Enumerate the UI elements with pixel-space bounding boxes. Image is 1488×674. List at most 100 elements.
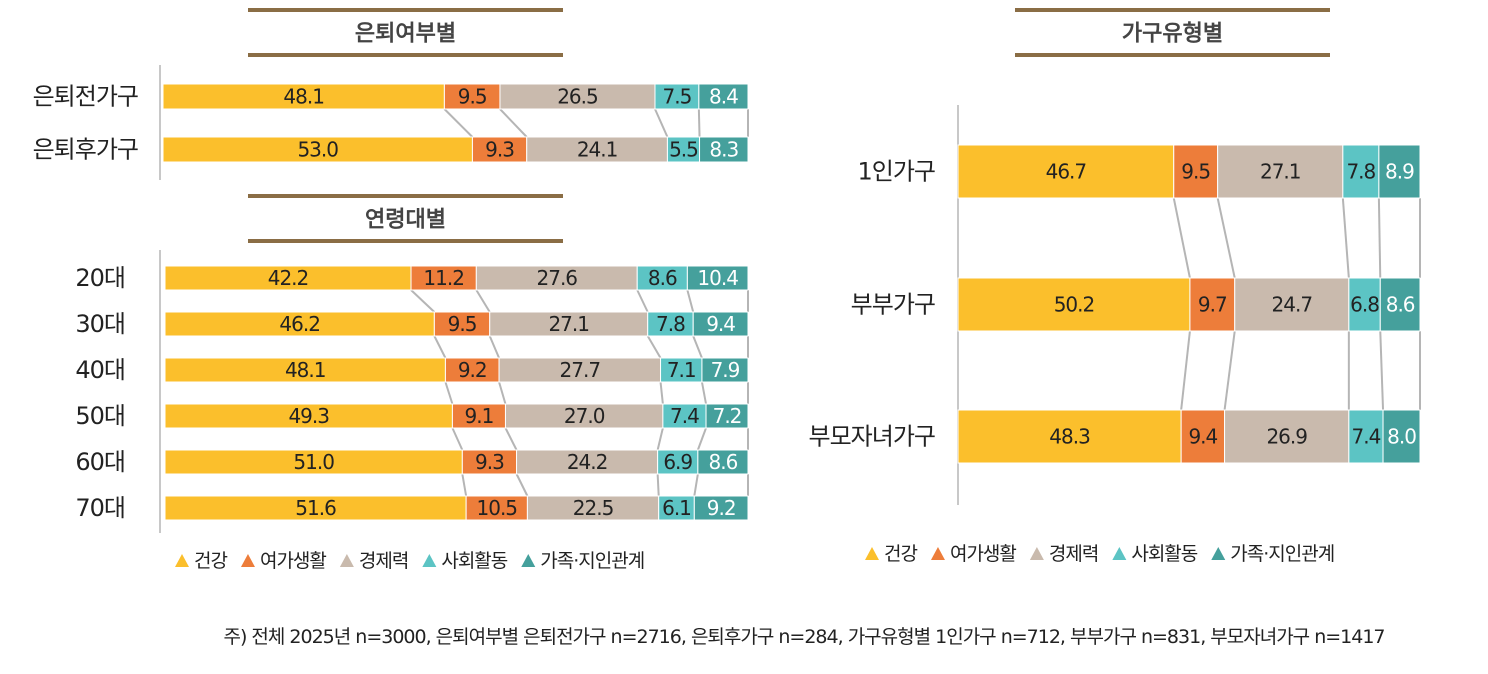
connector-line xyxy=(498,381,507,405)
connector-line xyxy=(475,289,491,313)
bar-segment xyxy=(1342,144,1380,199)
data-label: 24.2 xyxy=(567,450,608,474)
bar-segment xyxy=(164,495,467,521)
data-label: 48.3 xyxy=(1049,425,1090,449)
category-label: 부부가구 xyxy=(851,291,935,319)
data-label: 7.1 xyxy=(667,358,696,382)
connector-line xyxy=(1223,330,1236,411)
bar-segment xyxy=(1379,277,1421,332)
connector-line xyxy=(1379,330,1385,411)
data-label: 8.6 xyxy=(648,266,677,290)
data-label: 42.2 xyxy=(268,266,309,290)
category-label: 60대 xyxy=(75,448,125,476)
connector-line xyxy=(1172,197,1191,279)
connector-line xyxy=(1180,330,1191,411)
bar-segment xyxy=(705,403,749,429)
bar-segment xyxy=(957,144,1175,199)
connector-line xyxy=(700,381,708,405)
data-label: 10.5 xyxy=(477,496,518,520)
bar-segment xyxy=(489,311,649,337)
connector-line xyxy=(1341,197,1350,279)
category-label: 70대 xyxy=(75,494,125,522)
legend-label: 건강 xyxy=(194,550,227,572)
data-label: 22.5 xyxy=(573,496,614,520)
bar-segment xyxy=(516,449,659,475)
data-label: 8.0 xyxy=(1387,425,1416,449)
chart-title: 가구유형별 xyxy=(1122,22,1223,47)
data-label: 24.7 xyxy=(1272,293,1313,317)
connector-line xyxy=(515,473,529,497)
data-label: 24.1 xyxy=(577,138,618,162)
bar-segment xyxy=(162,83,445,110)
data-label: 9.2 xyxy=(707,496,736,520)
legend-marker-icon xyxy=(521,554,536,567)
connector-line xyxy=(488,335,500,359)
legend-label: 여가생활 xyxy=(950,543,1016,565)
connector-line xyxy=(659,381,664,405)
bar-segment xyxy=(1348,277,1381,332)
data-label: 8.3 xyxy=(709,138,738,162)
bar-segment xyxy=(465,495,528,521)
connector-line xyxy=(451,427,464,451)
data-label: 51.0 xyxy=(293,450,334,474)
bar-segment xyxy=(699,136,749,163)
legend-label: 경제력 xyxy=(359,550,408,572)
legend-marker-icon xyxy=(175,554,189,567)
data-label: 6.8 xyxy=(1350,293,1379,317)
legend-marker-icon xyxy=(240,554,255,567)
bar-segment xyxy=(451,403,506,429)
chart-title: 은퇴여부별 xyxy=(355,22,456,47)
bar-segment xyxy=(164,357,446,383)
bar-segment xyxy=(1189,277,1236,332)
legend-label: 사회활동 xyxy=(441,550,507,572)
bar-segment xyxy=(1378,144,1421,199)
bar-segment xyxy=(1217,144,1344,199)
bar-segment xyxy=(660,357,703,383)
legend-marker-icon xyxy=(422,554,437,567)
bar-segment xyxy=(526,495,660,521)
data-label: 9.5 xyxy=(458,85,487,109)
connector-line xyxy=(1216,197,1236,279)
bar-segment xyxy=(433,311,491,337)
connector-line xyxy=(656,473,660,497)
data-label: 49.3 xyxy=(288,404,329,428)
bar-segment xyxy=(701,357,749,383)
category-label: 1인가구 xyxy=(857,158,935,186)
data-label: 7.8 xyxy=(1346,160,1375,184)
data-label: 7.8 xyxy=(656,312,685,336)
bar-segment xyxy=(443,83,501,110)
data-label: 9.5 xyxy=(1181,160,1210,184)
legend-marker-icon xyxy=(1211,547,1226,560)
bar-segment xyxy=(164,311,435,337)
category-label: 30대 xyxy=(75,310,125,338)
legend-label: 여가생활 xyxy=(260,550,326,572)
data-label: 9.4 xyxy=(706,312,735,336)
bar-segment xyxy=(686,265,749,291)
data-label: 7.4 xyxy=(670,404,699,428)
data-label: 26.5 xyxy=(557,85,598,109)
legend-label: 가족·지인관계 xyxy=(1230,543,1334,565)
connector-line xyxy=(499,108,528,138)
legend-label: 경제력 xyxy=(1049,543,1098,565)
connector-line xyxy=(693,473,699,497)
data-label: 6.9 xyxy=(663,450,692,474)
data-label: 27.7 xyxy=(560,358,601,382)
bar-segment xyxy=(957,277,1191,332)
connector-line xyxy=(686,289,695,313)
connector-line xyxy=(504,427,518,451)
category-label: 40대 xyxy=(75,356,125,384)
data-label: 7.2 xyxy=(713,404,742,428)
connector-line xyxy=(656,427,664,451)
data-label: 26.9 xyxy=(1266,425,1307,449)
bar-segment xyxy=(654,83,700,110)
category-label: 은퇴전가구 xyxy=(33,83,138,111)
bar-segment xyxy=(1382,409,1421,464)
data-label: 6.1 xyxy=(662,496,691,520)
bar-segment xyxy=(475,265,638,291)
data-label: 7.4 xyxy=(1352,425,1381,449)
data-label: 8.4 xyxy=(709,85,738,109)
footnote: 주) 전체 2025년 n=3000, 은퇴여부별 은퇴전가구 n=2716, … xyxy=(223,626,1385,648)
data-label: 27.1 xyxy=(1260,160,1301,184)
data-label: 9.4 xyxy=(1188,425,1217,449)
